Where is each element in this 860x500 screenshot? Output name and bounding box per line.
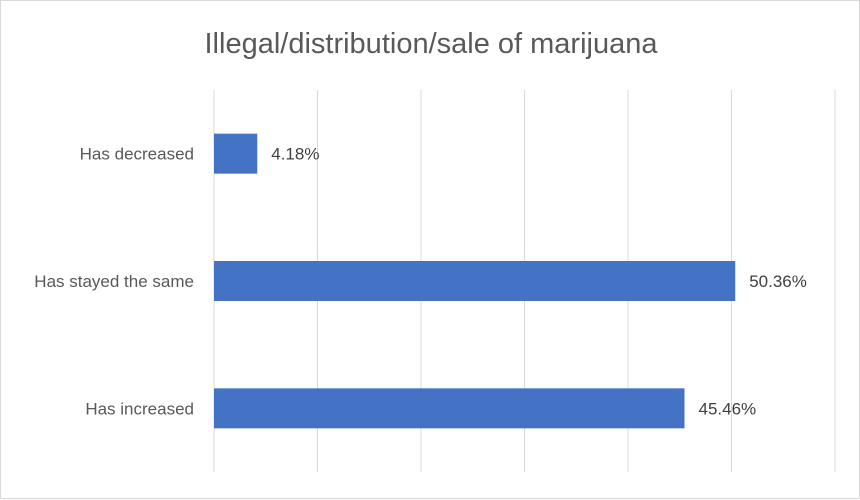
category-label: Has stayed the same [34, 272, 194, 291]
bar [214, 133, 258, 174]
value-label: 4.18% [271, 145, 319, 164]
bar [214, 261, 736, 301]
category-label: Has increased [85, 399, 194, 418]
bar [214, 388, 685, 429]
value-label: 45.46% [699, 399, 757, 418]
value-label: 50.36% [749, 272, 807, 291]
bars [214, 133, 736, 429]
category-label: Has decreased [80, 145, 194, 164]
chart-title: Illegal/distribution/sale of marijuana [205, 28, 659, 60]
category-labels: Has decreased Has stayed the same Has incr… [34, 145, 194, 419]
value-labels: 4.18% 50.36% 45.46% [271, 145, 807, 419]
